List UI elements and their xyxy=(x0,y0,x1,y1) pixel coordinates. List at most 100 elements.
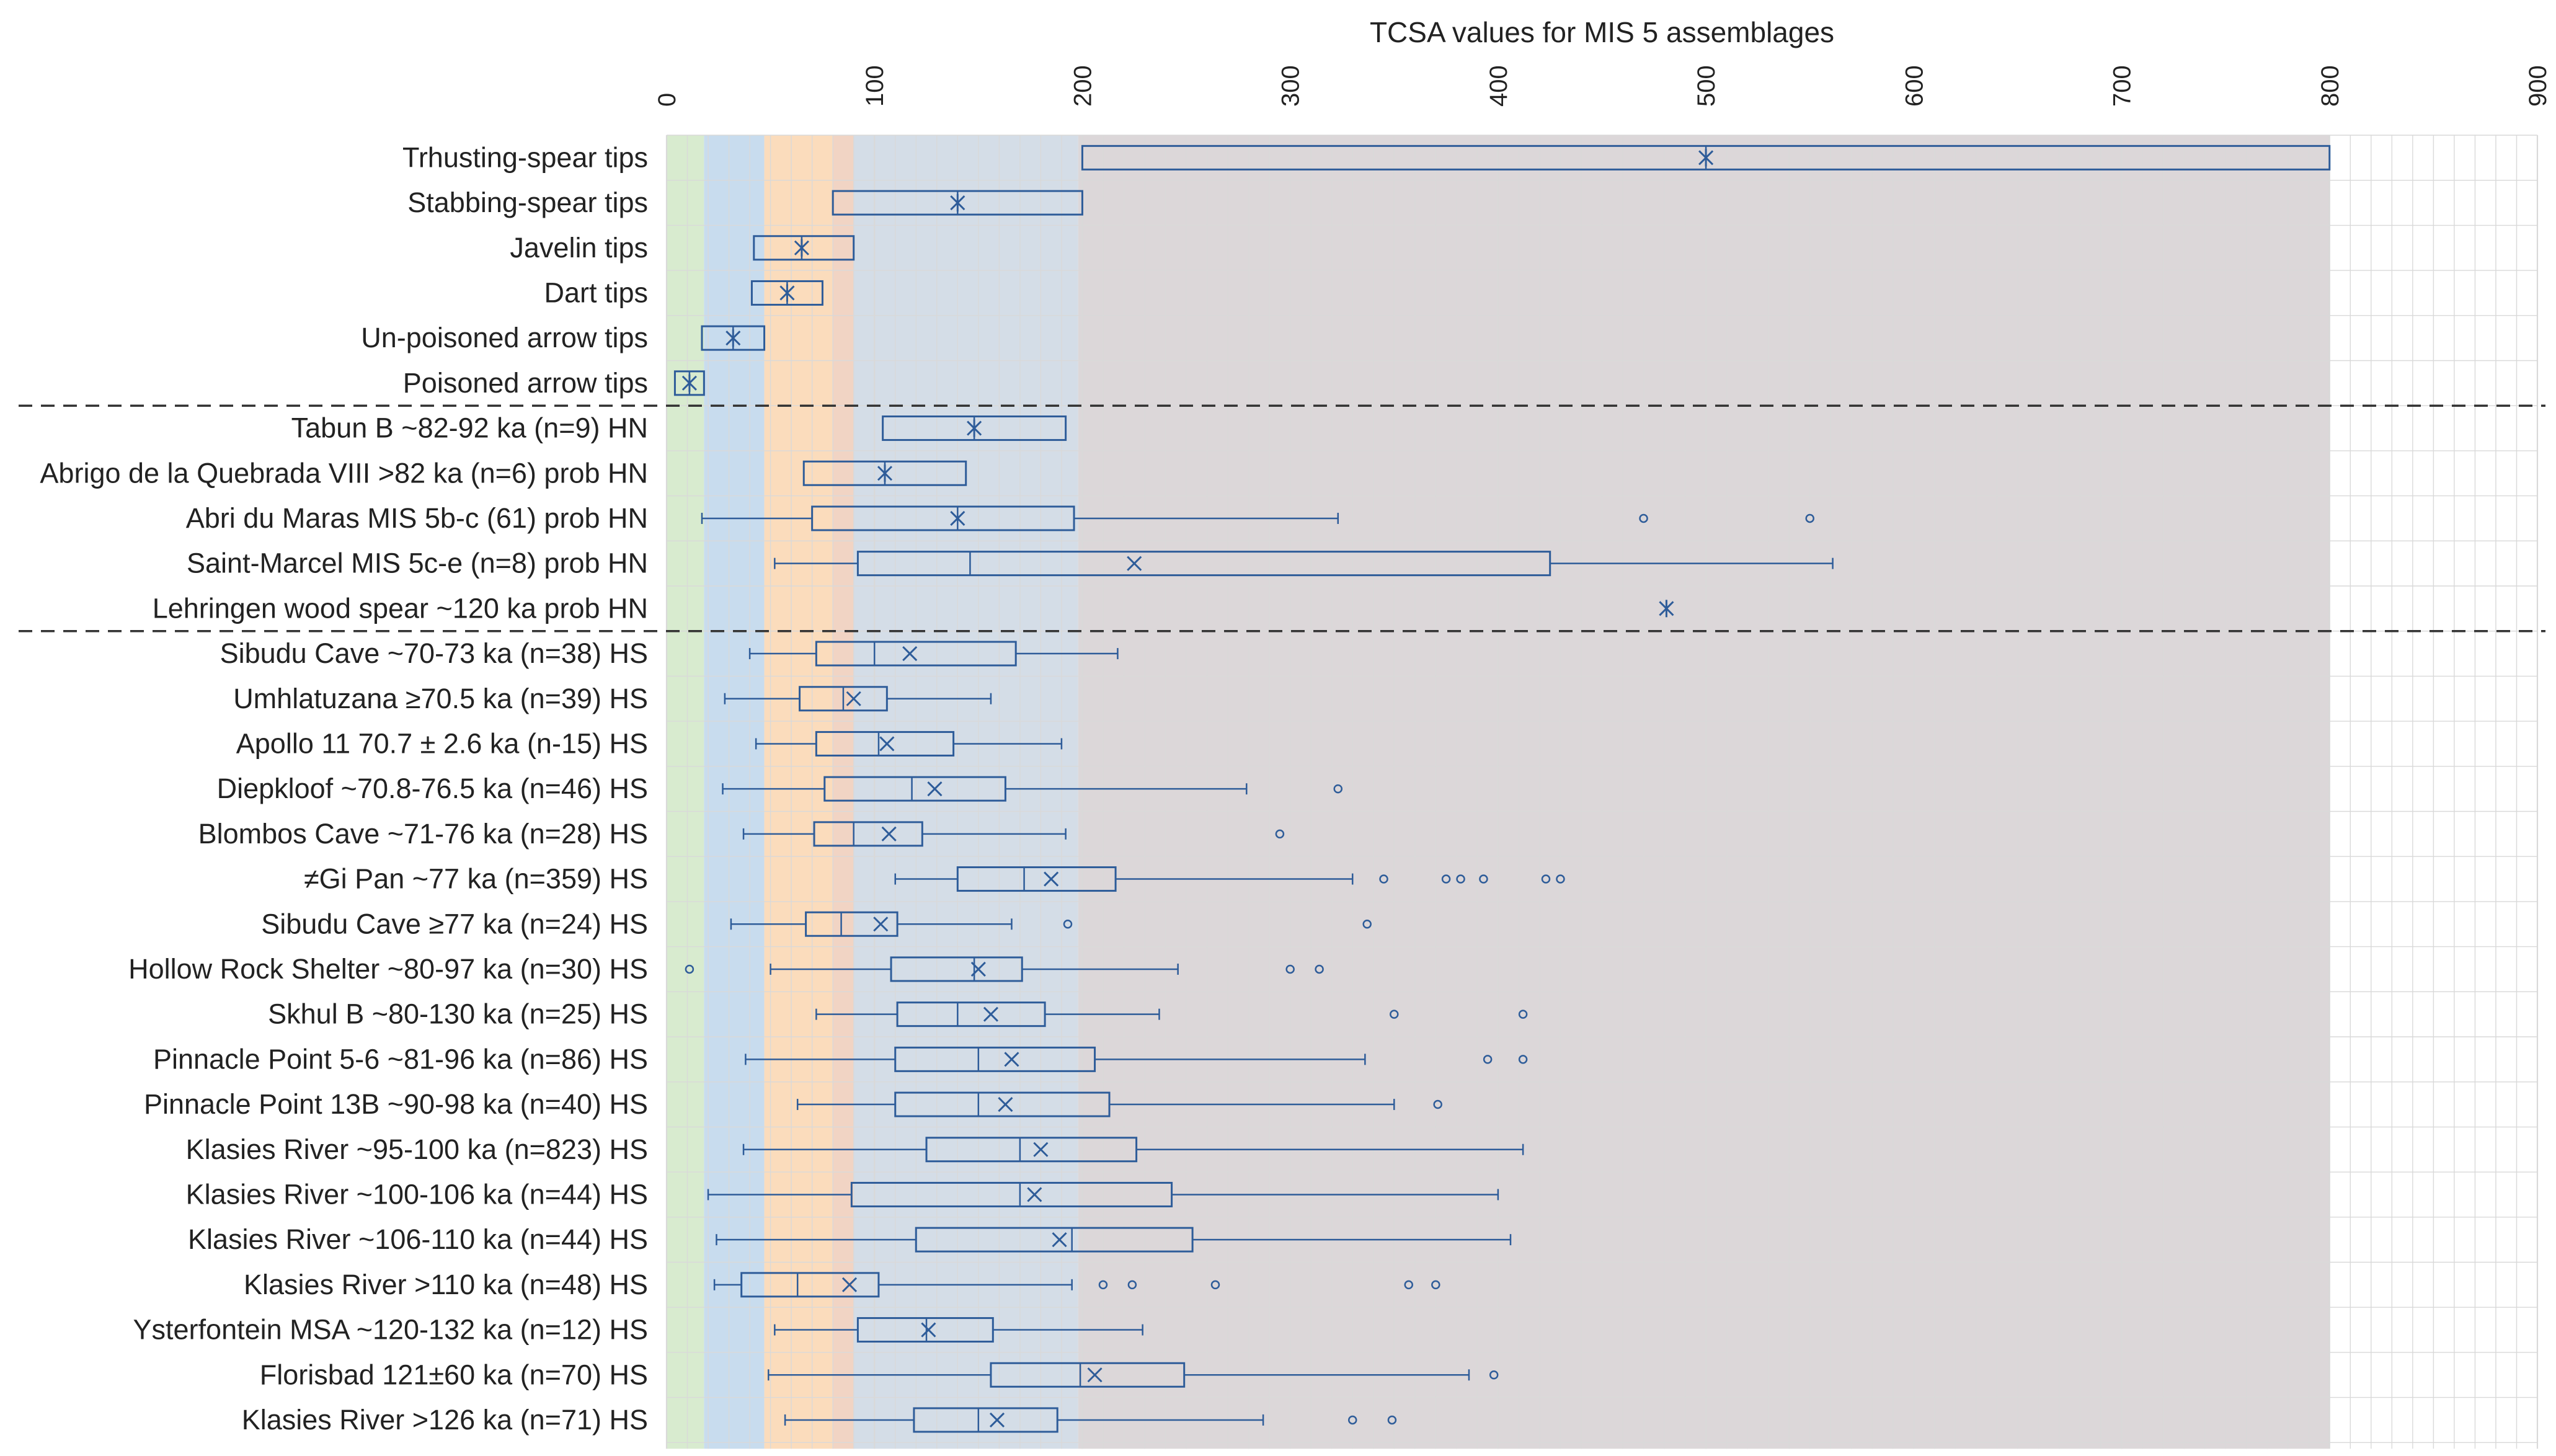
box-plot-row xyxy=(755,730,1063,757)
outlier-point xyxy=(1805,513,1814,523)
row-label: Saint-Marcel MIS 5c-e (n=8) prob HN xyxy=(187,548,648,579)
x-tick-label: 800 xyxy=(2317,65,2344,107)
iqr-box xyxy=(915,1227,1194,1253)
outlier-point xyxy=(1210,1280,1220,1290)
outlier-point xyxy=(1489,1370,1499,1380)
iqr-box xyxy=(805,911,899,937)
mean-marker xyxy=(970,961,986,977)
iqr-box xyxy=(913,1407,1058,1433)
x-tick-label: 600 xyxy=(1901,65,1928,107)
outlier-point xyxy=(1456,874,1465,884)
box-plot-row xyxy=(745,1046,1528,1072)
background-band-3 xyxy=(764,135,833,1449)
mean-marker xyxy=(1004,1052,1019,1067)
row-label: Blombos Cave ~71-76 ka (n=28) HS xyxy=(198,818,648,850)
outlier-point xyxy=(1433,1099,1442,1109)
mean-marker xyxy=(1027,1187,1042,1202)
background-band-1 xyxy=(667,135,704,1449)
outlier-point xyxy=(1441,874,1451,884)
x-tick-label: 700 xyxy=(2109,65,2136,107)
row-label: Pinnacle Point 13B ~90-98 ka (n=40) HS xyxy=(144,1088,648,1120)
row-label: Apollo 11 70.7 ± 2.6 ka (n-15) HS xyxy=(236,727,648,759)
outlier-point xyxy=(1431,1280,1440,1290)
row-label: Umhlatuzana ≥70.5 ka (n=39) HS xyxy=(233,683,648,714)
mean-marker xyxy=(879,736,895,752)
row-label: Klasies River ~95-100 ka (n=823) HS xyxy=(186,1134,648,1165)
box-plot-row xyxy=(742,821,1285,847)
mean-marker xyxy=(873,917,889,932)
mean-marker xyxy=(902,646,918,662)
box-plot-row xyxy=(882,415,1067,442)
iqr-box xyxy=(856,1317,994,1343)
box-plot-row xyxy=(673,370,705,396)
row-labels: Trhusting-spear tips Stabbing-spear tips J… xyxy=(40,141,648,1436)
row-label: Lehringen wood spear ~120 ka prob HN xyxy=(153,592,648,624)
row-label: Skhul B ~80-130 ka (n=25) HS xyxy=(268,998,648,1030)
mean-marker xyxy=(989,1412,1005,1428)
iqr-box xyxy=(815,641,1017,667)
box-plot-row xyxy=(894,866,1565,892)
gridlines xyxy=(665,135,2539,1449)
box-plot-row xyxy=(742,1137,1524,1163)
box-plot-row xyxy=(701,505,1814,531)
row-label: Klasies River ~106-110 ka (n=44) HS xyxy=(188,1223,648,1255)
box-plot-row xyxy=(713,1272,1440,1298)
chart-title: TCSA values for MIS 5 assemblages xyxy=(1370,16,1834,48)
outlier-point xyxy=(1379,874,1388,884)
row-label: Abri du Maras MIS 5b-c (61) prob HN xyxy=(186,502,648,534)
outlier-point xyxy=(1098,1280,1108,1290)
box-plot-row xyxy=(1659,600,1674,618)
outlier-point xyxy=(1556,874,1565,884)
box-plot-row xyxy=(748,641,1119,667)
box-plot-row xyxy=(707,1181,1499,1207)
iqr-box xyxy=(890,956,1023,982)
row-label: Tabun B ~82-92 ka (n=9) HN xyxy=(291,412,648,444)
mean-marker xyxy=(983,1006,999,1022)
mean-marker xyxy=(1033,1142,1049,1157)
box-plots xyxy=(673,144,2331,1433)
mean-marker xyxy=(1127,556,1142,571)
outlier-point xyxy=(1483,1055,1493,1064)
box-plot-row xyxy=(685,956,1324,982)
outlier-point xyxy=(1541,874,1551,884)
mean-marker xyxy=(921,1322,936,1338)
mean-marker xyxy=(927,781,943,797)
row-label: Sibudu Cave ~70-73 ka (n=38) HS xyxy=(220,637,648,669)
box-plot-row xyxy=(832,190,1083,216)
mean-marker xyxy=(1087,1367,1103,1383)
background-band-4 xyxy=(833,135,854,1449)
outlier-point xyxy=(1347,1415,1357,1425)
row-label: Un-poisoned arrow tips xyxy=(361,322,648,353)
iqr-box xyxy=(740,1272,880,1298)
iqr-box xyxy=(753,235,855,261)
box-plot-row xyxy=(774,1317,1143,1343)
outlier-point xyxy=(1315,964,1324,974)
iqr-box xyxy=(956,866,1117,892)
background-bands xyxy=(667,135,2330,1449)
row-label: Sibudu Cave ≥77 ka (n=24) HS xyxy=(261,908,648,939)
mean-marker xyxy=(841,1277,858,1292)
iqr-box xyxy=(925,1137,1138,1163)
group-dividers xyxy=(19,404,2545,633)
iqr-box xyxy=(815,730,955,757)
outlier-point xyxy=(1333,784,1343,794)
box-plot-row xyxy=(815,1001,1528,1028)
outlier-point xyxy=(1127,1280,1137,1290)
iqr-box xyxy=(990,1362,1186,1388)
row-label: Poisoned arrow tips xyxy=(403,367,648,399)
x-tick-label: 100 xyxy=(861,65,889,107)
outlier-point xyxy=(1063,920,1073,929)
box-plot-row xyxy=(802,460,967,486)
x-tick-label: 400 xyxy=(1485,65,1512,107)
x-tick-label: 300 xyxy=(1277,65,1305,107)
x-axis-tick-labels: 0 100 200 300 400 500 600 700 800 900 xyxy=(654,65,2552,107)
box-plot-row xyxy=(768,1362,1499,1388)
x-tick-label: 500 xyxy=(1693,65,1720,107)
row-label: Abrigo de la Quebrada VIII >82 ka (n=6) … xyxy=(40,457,648,489)
row-label: Diepkloof ~70.8-76.5 ka (n=46) HS xyxy=(217,773,648,804)
box-plot-row xyxy=(750,280,823,306)
outlier-point xyxy=(1390,1010,1399,1019)
box-plot-row xyxy=(716,1227,1512,1253)
row-label: Stabbing-spear tips xyxy=(407,187,648,218)
mean-marker xyxy=(846,691,861,706)
